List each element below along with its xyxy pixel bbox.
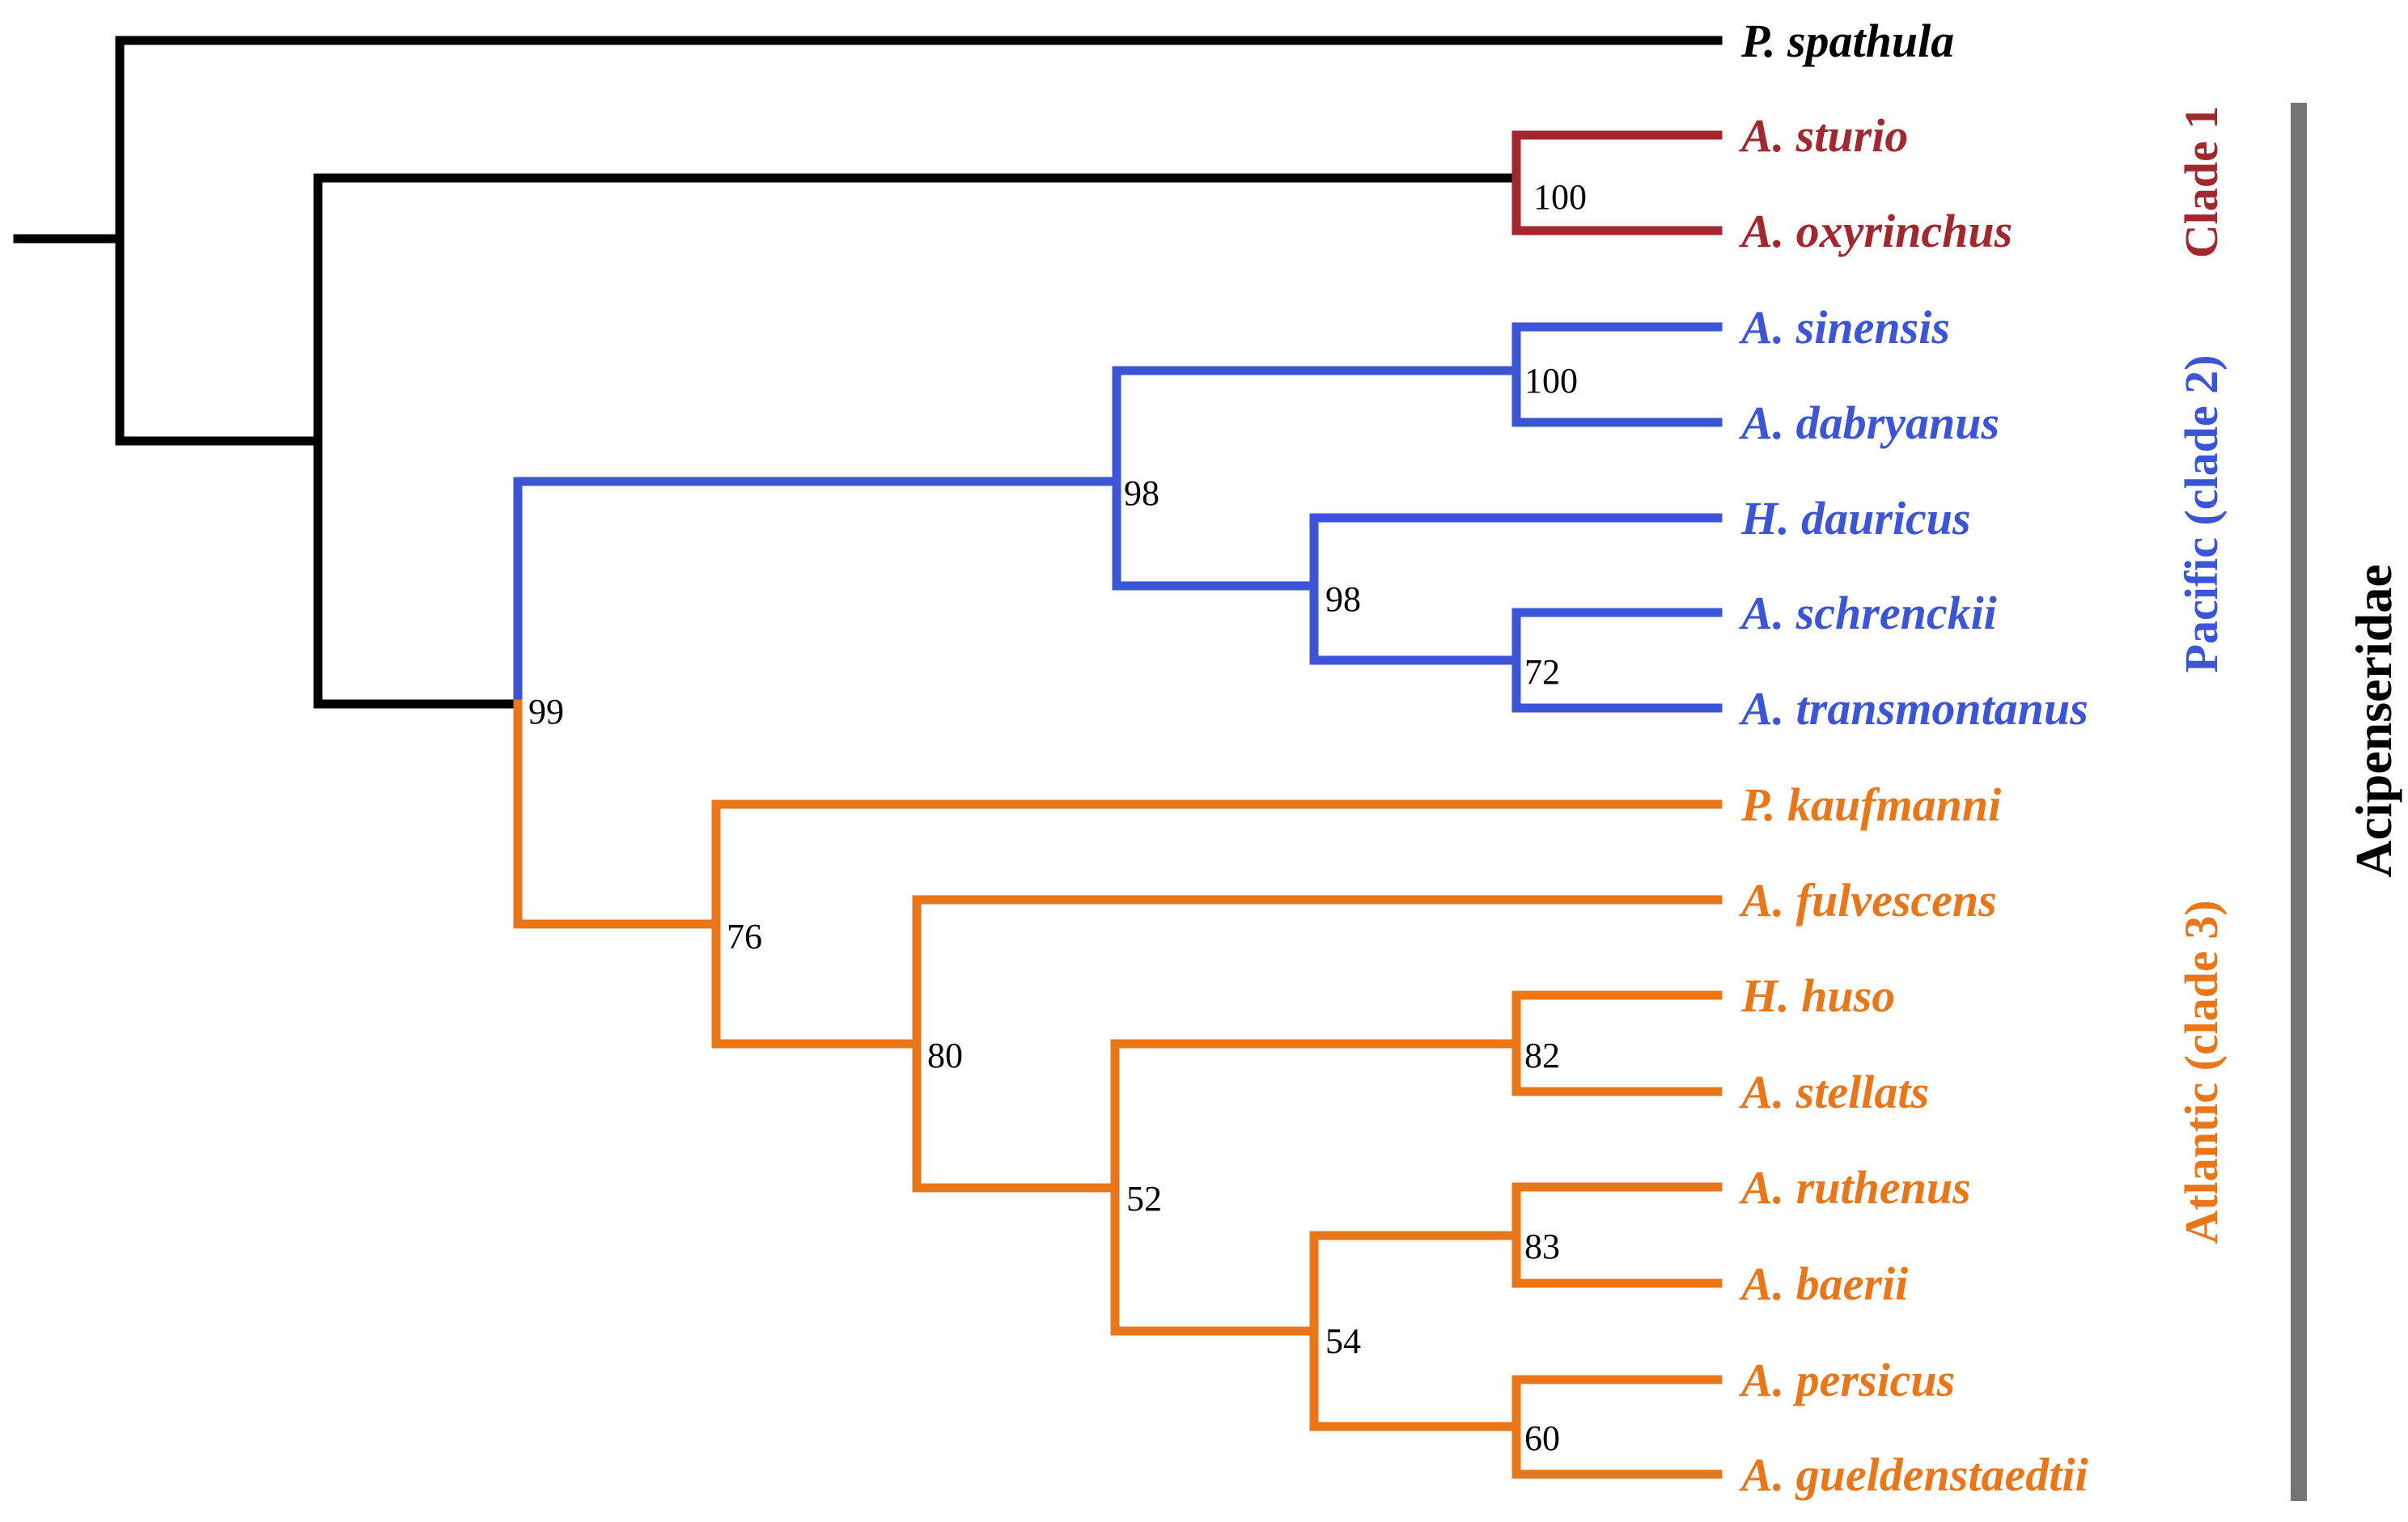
support-value-pacific-atlantic: 99 bbox=[528, 692, 564, 731]
taxon-label-persicus: A. persicus bbox=[1739, 1354, 1955, 1406]
support-values: 100 100 98 98 72 99 76 80 82 52 83 54 60 bbox=[528, 177, 1587, 1458]
support-value-atlantic-root: 76 bbox=[727, 917, 762, 956]
family-bracket-bar bbox=[2291, 103, 2307, 1501]
support-value-huso-stellats: 82 bbox=[1524, 1036, 1560, 1075]
taxon-label-dauricus: H. dauricus bbox=[1740, 492, 1971, 545]
clade-label-clade1: Clade 1 bbox=[2175, 106, 2228, 259]
support-value-clade1: 100 bbox=[1533, 177, 1587, 217]
taxon-label-gueldenstaedtii: A. gueldenstaedtii bbox=[1739, 1448, 2088, 1501]
support-value-dauricus-group: 98 bbox=[1325, 579, 1361, 619]
taxon-label-sturio: A. sturio bbox=[1739, 109, 1908, 162]
taxon-labels: P. spathula A. sturio A. oxyrinchus A. sine… bbox=[1739, 15, 2088, 1501]
support-value-ruthenus-baerii: 83 bbox=[1524, 1227, 1560, 1266]
tree-branches bbox=[13, 36, 1723, 1479]
family-label: Acipenseridae bbox=[2345, 564, 2402, 878]
taxon-label-transmontanus: A. transmontanus bbox=[1739, 682, 2088, 735]
taxon-label-baerii: A. baerii bbox=[1739, 1257, 1908, 1310]
clade-label-pacific: Pacific (clade 2) bbox=[2175, 355, 2228, 673]
taxon-label-huso: H. huso bbox=[1740, 969, 1895, 1022]
taxon-label-kaufmanni: P. kaufmanni bbox=[1740, 778, 2001, 831]
support-value-huso-ruthenus-group: 52 bbox=[1126, 1179, 1162, 1219]
support-value-sinensis-dabryanus: 100 bbox=[1524, 361, 1578, 401]
taxon-label-sinensis: A. sinensis bbox=[1739, 301, 1950, 354]
taxon-label-ruthenus: A. ruthenus bbox=[1739, 1161, 1971, 1214]
clade-label-atlantic: Atlantic (clade 3) bbox=[2175, 900, 2228, 1244]
support-value-schrenckii-transmontanus: 72 bbox=[1524, 652, 1560, 692]
support-value-persicus-gueldenstaedtii: 60 bbox=[1524, 1418, 1560, 1458]
taxon-label-schrenckii: A. schrenckii bbox=[1739, 587, 1997, 639]
taxon-label-fulvescens: A. fulvescens bbox=[1739, 874, 1997, 926]
taxon-label-oxyrinchus: A. oxyrinchus bbox=[1739, 205, 2012, 257]
support-value-pacific-inner: 98 bbox=[1124, 473, 1159, 513]
support-value-fulvescens-group: 80 bbox=[927, 1036, 963, 1075]
taxon-label-spathula: P. spathula bbox=[1740, 15, 1954, 67]
support-value-ruthenus-persicus-group: 54 bbox=[1325, 1321, 1361, 1361]
taxon-label-dabryanus: A. dabryanus bbox=[1739, 396, 1999, 449]
taxon-label-stellats: A. stellats bbox=[1739, 1066, 1929, 1118]
